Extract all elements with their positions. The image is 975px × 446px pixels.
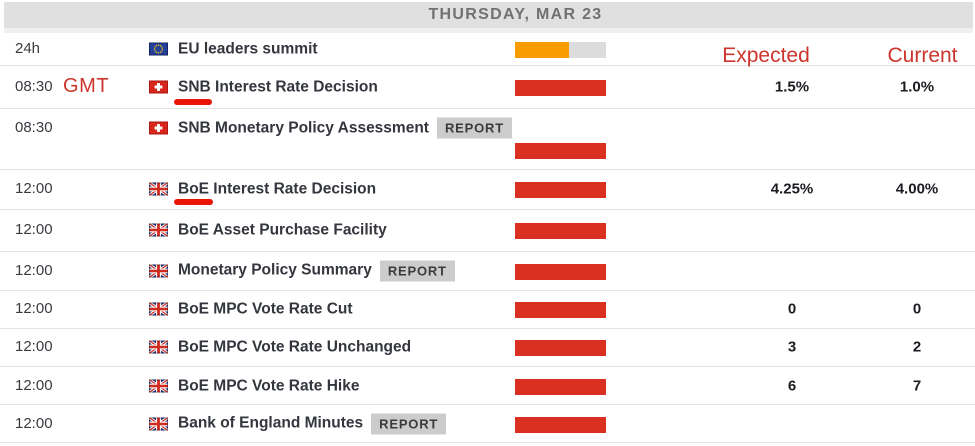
event-title-cell: BoE MPC Vote Rate Hike [178,378,359,394]
current-value: 2 [912,338,922,356]
event-time: 12:00 [15,338,53,356]
table-row[interactable]: 24h EU leaders summit [0,33,975,66]
event-time: 12:00 [15,261,53,279]
expected-value: 4.25% [770,180,814,198]
impact-bar-high [515,182,606,199]
table-row[interactable]: 12:00 Monetary Policy Summary REPORT [0,251,975,291]
date-title: THURSDAY, MAR 23 [428,6,603,23]
flag-gb-icon [149,379,168,392]
impact-bar-high [515,263,606,280]
table-row[interactable]: 08:30 SNB Interest Rate Decision 1.5% 1.… [0,66,975,109]
impact-bar-fill [515,302,606,318]
event-title: Bank of England Minutes [178,414,364,432]
flag-eu-icon [149,42,168,56]
event-title-cell: BoE MPC Vote Rate Cut [178,301,353,317]
event-title: SNB Interest Rate Decision [178,78,378,96]
table-row[interactable]: 12:00 BoE MPC Vote Rate Cut 0 0 [0,290,975,329]
date-header-strip [4,28,973,33]
event-title-cell: EU leaders summit [178,41,318,57]
impact-bar-fill [515,182,606,199]
expected-value: 1.5% [774,78,810,96]
table-row[interactable]: 12:00 BoE Asset Purchase Facility [0,210,975,252]
expected-value: 6 [787,377,797,394]
event-title-cell: SNB Monetary Policy Assessment REPORT [178,117,512,139]
event-title-cell: Bank of England Minutes REPORT [178,413,447,434]
event-title: BoE MPC Vote Rate Unchanged [178,338,412,356]
event-title-cell: BoE MPC Vote Rate Unchanged [178,338,412,356]
event-time: 12:00 [15,414,53,432]
impact-bar-high [515,340,606,357]
event-time: 12:00 [15,376,53,394]
event-title: BoE Asset Purchase Facility [178,221,387,239]
impact-bar-high [515,223,606,240]
event-title: SNB Monetary Policy Assessment [178,119,429,137]
event-title: EU leaders summit [178,40,318,58]
impact-bar-fill [515,263,606,280]
expected-value: 3 [787,338,797,356]
event-time: 08:30 [15,119,53,137]
expected-value: 0 [787,300,797,318]
event-time: 12:00 [15,300,53,318]
event-time: 12:00 [15,180,53,198]
event-title-cell: BoE Asset Purchase Facility [178,221,387,239]
impact-bar-fill [515,378,606,395]
impact-bar-high [515,302,606,318]
event-title: BoE MPC Vote Rate Hike [178,376,360,394]
report-badge[interactable]: REPORT [371,413,447,434]
event-time: 08:30 [15,78,53,96]
current-value: 1.0% [899,78,935,96]
report-badge[interactable]: REPORT [436,117,512,139]
flag-gb-icon [149,264,168,277]
event-title-cell: BoE Interest Rate Decision [178,180,377,198]
impact-bar-high [515,80,606,96]
table-row[interactable]: 12:00 Bank of England Minutes REPORT [0,405,975,443]
flag-gb-icon [149,340,168,354]
table-row[interactable]: 12:00 BoE MPC Vote Rate Hike 6 7 [0,367,975,405]
impact-bar-fill [515,143,606,159]
impact-bar-fill [515,340,606,357]
event-title: BoE Interest Rate Decision [178,180,377,198]
flag-ch-icon [149,121,168,135]
table-row[interactable]: 08:30 SNB Monetary Policy Assessment REP… [0,109,975,170]
event-title-cell: SNB Interest Rate Decision [178,79,378,95]
event-time: 24h [15,40,41,58]
date-header: THURSDAY, MAR 23 [4,2,973,28]
report-badge[interactable]: REPORT [379,260,455,281]
event-title: Monetary Policy Summary [178,261,372,279]
impact-bar-fill [515,223,606,240]
event-title: BoE MPC Vote Rate Cut [178,300,353,318]
flag-gb-icon [149,182,168,196]
current-value: 7 [912,377,922,394]
table-row[interactable]: 12:00 BoE Interest Rate Decision 4.25% 4… [0,169,975,210]
impact-bar-high [515,378,606,395]
flag-ch-icon [149,80,168,94]
event-time: 12:00 [15,221,53,239]
flag-gb-icon [149,417,168,430]
table-row[interactable]: 12:00 BoE MPC Vote Rate Unchanged 3 2 [0,328,975,367]
impact-bar-high [515,143,606,159]
current-value: 0 [912,300,922,318]
impact-bar-high [515,416,606,433]
impact-bar-fill [515,42,569,58]
flag-gb-icon [149,302,168,316]
impact-bar-medium [515,42,606,58]
impact-bar-fill [515,416,606,433]
flag-gb-icon [149,223,168,237]
event-title-cell: Monetary Policy Summary REPORT [178,260,455,281]
current-value: 4.00% [895,180,939,198]
impact-bar-fill [515,80,606,96]
